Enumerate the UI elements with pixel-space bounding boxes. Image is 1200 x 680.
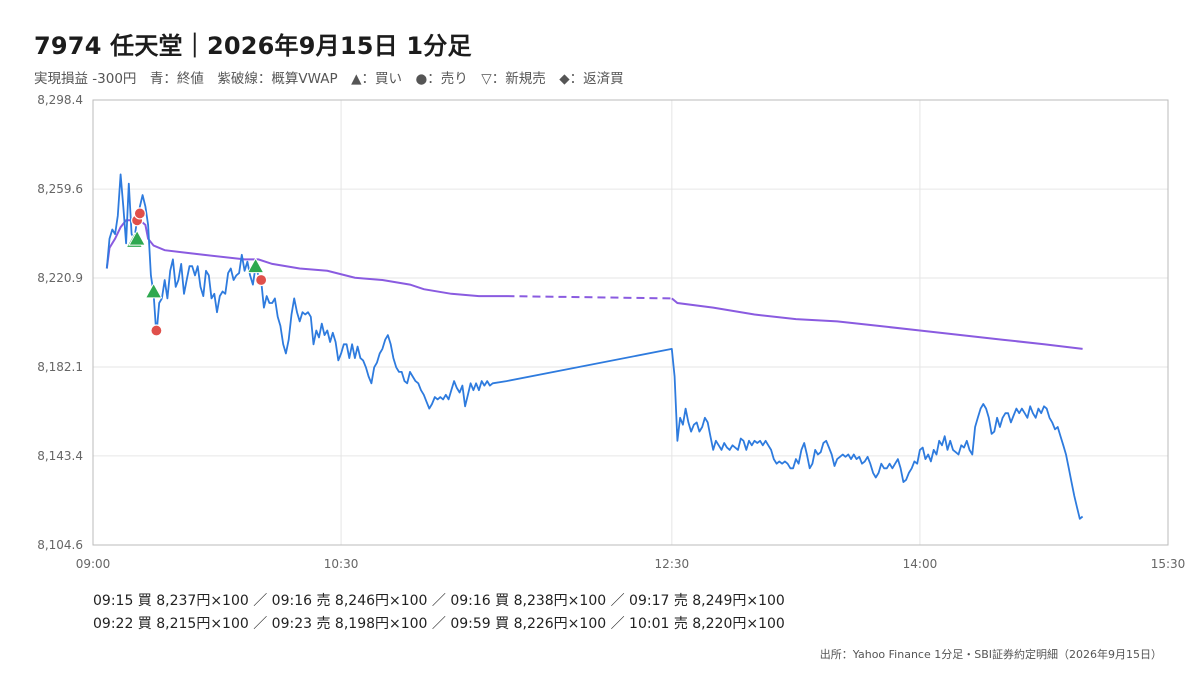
x-tick-label: 09:00 xyxy=(76,557,111,571)
buy-marker xyxy=(246,257,265,274)
y-tick-label: 8,104.6 xyxy=(37,538,83,552)
y-tick-label: 8,259.6 xyxy=(37,182,83,196)
vwap-line xyxy=(105,219,507,298)
buy-marker xyxy=(144,282,163,299)
sell-marker xyxy=(150,324,163,337)
buy-marker xyxy=(128,229,146,246)
trade-line-1: 09:15 買 8,237円×100 ／ 09:16 売 8,246円×100 … xyxy=(93,593,785,609)
grid-layer xyxy=(92,99,1169,546)
vwap-line xyxy=(671,297,1083,350)
axis-layer: 8,104.6 8,143.4 8,182.1 8,220.9 8,259.6 8,298… xyxy=(37,93,1185,571)
x-tick-label: 10:30 xyxy=(324,557,359,571)
sell-marker xyxy=(255,273,268,287)
chart-subtitle: 実現損益 -300円 青：終値 紫破線：概算VWAP ▲：買い ●：売り ▽：新… xyxy=(34,71,624,87)
plot-frame xyxy=(92,99,1169,546)
vwap-break-line xyxy=(506,295,672,300)
vwap-layer xyxy=(105,219,1083,350)
x-tick-label: 12:30 xyxy=(655,557,690,571)
x-tick-label: 14:00 xyxy=(903,557,938,571)
trade-list: 09:15 買 8,237円×100 ／ 09:16 売 8,246円×100 … xyxy=(93,590,785,636)
x-tick-label: 15:30 xyxy=(1151,557,1186,571)
trade-layer xyxy=(125,207,268,337)
price-layer xyxy=(105,173,1084,520)
y-tick-label: 8,182.1 xyxy=(37,360,83,374)
close-price-line xyxy=(105,173,1084,520)
trade-line-2: 09:22 買 8,215円×100 ／ 09:23 売 8,198円×100 … xyxy=(93,616,785,632)
sell-marker xyxy=(133,207,146,220)
y-tick-label: 8,298.4 xyxy=(37,93,83,107)
source-note: 出所：Yahoo Finance 1分足・SBI証券約定明細（2026年9月15… xyxy=(819,648,1162,661)
y-tick-label: 8,220.9 xyxy=(37,271,83,285)
chart-title: 7974 任天堂｜2026年9月15日 1分足 xyxy=(34,32,472,60)
y-tick-label: 8,143.4 xyxy=(37,449,83,463)
